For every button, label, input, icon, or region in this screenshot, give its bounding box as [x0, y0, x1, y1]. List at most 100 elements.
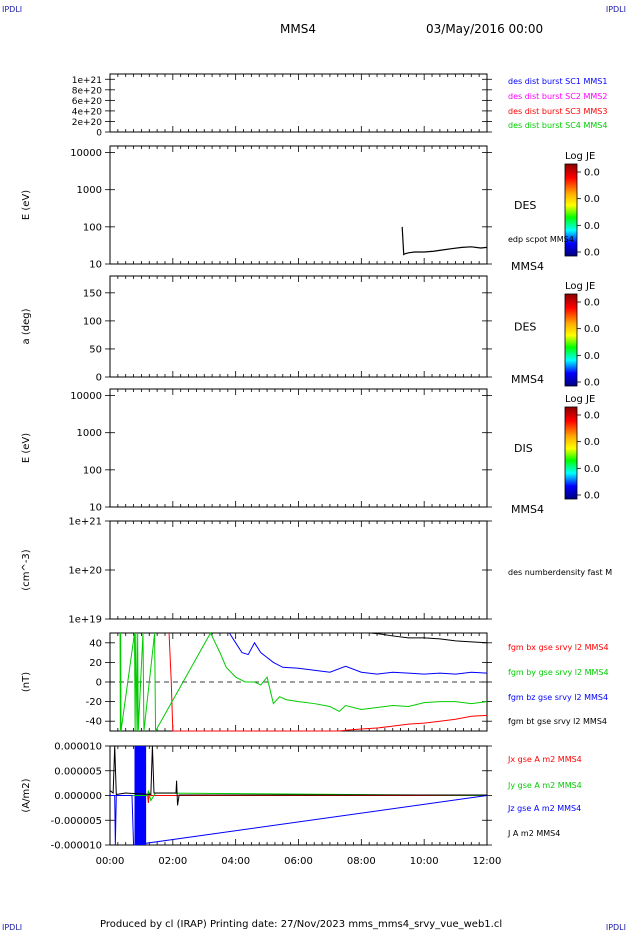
- p6-series-line: [370, 632, 488, 644]
- p3-colorbar-tick-label: 0.0: [584, 351, 600, 362]
- p2-spacecraft-label: MMS4: [511, 260, 544, 273]
- p1-legend-entry: des dist burst SC3 MMS3: [508, 107, 607, 116]
- p5-frame: [109, 520, 488, 620]
- p2-colorbar-title: Log JE: [565, 151, 595, 162]
- p3-ylabel: a (deg): [21, 308, 32, 344]
- p6-legend-entry: fgm by gse srvy l2 MMS4: [508, 668, 609, 677]
- p2-overlay-line: [401, 226, 488, 256]
- p6-legend-entry: fgm bt gse srvy l2 MMS4: [508, 717, 607, 726]
- p6-ylabel: (nT): [21, 672, 32, 692]
- p2-overlay-label: edp scpot MMS4: [508, 235, 574, 244]
- p4-colorbar-tick-label: 0.0: [584, 491, 600, 502]
- p4-colorbar: [564, 406, 578, 500]
- p3-colorbar-tick-label: 0.0: [584, 378, 600, 389]
- p7-ytick-label: -0.000005: [51, 816, 102, 827]
- p4-frame: [109, 388, 488, 508]
- p2-instrument-label: DES: [514, 199, 536, 212]
- p7-ytick-label: -0.000010: [51, 841, 102, 852]
- p4-colorbar-tick-label: 0.0: [584, 411, 600, 422]
- p2-colorbar-tick-label: 0.0: [584, 248, 600, 259]
- p7-legend-entry: J A m2 MMS4: [507, 829, 560, 838]
- p1-frame: [109, 73, 488, 133]
- p2-colorbar-tick-label: 0.0: [584, 221, 600, 232]
- p7-legend-entry: Jx gse A m2 MMS4: [507, 755, 582, 764]
- p7-ylabel: (A/m2): [21, 778, 32, 812]
- p6-ytick-label: 40: [89, 638, 102, 649]
- p3-colorbar-tick-label: 0.0: [584, 298, 600, 309]
- corner-label-bottom-right: IPDLI: [605, 923, 626, 932]
- corner-label-bottom-left: IPDLI: [2, 923, 23, 932]
- corner-label-top-right: IPDLI: [605, 5, 626, 14]
- p2-ytick-label: 10000: [70, 148, 102, 159]
- p6-ytick-label: 0: [96, 678, 102, 689]
- p1-ytick-label: 8e+20: [72, 86, 103, 96]
- p1-ytick-label: 6e+20: [72, 97, 103, 107]
- p3-colorbar-title: Log JE: [565, 281, 595, 292]
- p3-ytick-label: 0: [96, 373, 102, 384]
- datetime-title: 03/May/2016 00:00: [426, 22, 544, 36]
- p5-legend-entry: des numberdensity fast M: [508, 568, 612, 577]
- p3-instrument-label: DES: [514, 321, 536, 334]
- p6-ytick-label: 20: [89, 658, 102, 669]
- xaxis-tick-label: 12:00: [473, 856, 502, 867]
- p3-frame: [109, 275, 488, 378]
- xaxis-tick-label: 08:00: [347, 856, 376, 867]
- p3-ytick-label: 100: [83, 316, 102, 327]
- p4-spacecraft-label: MMS4: [511, 503, 544, 516]
- xaxis-tick-label: 00:00: [96, 856, 125, 867]
- p7-legend-entry: Jz gse A m2 MMS4: [507, 804, 581, 813]
- p5-ytick-label: 1e+21: [68, 517, 102, 528]
- p1-ytick-label: 2e+20: [72, 118, 103, 128]
- p2-frame: [109, 145, 488, 265]
- p4-ytick-label: 1000: [77, 428, 102, 439]
- p6-series-line: [228, 632, 488, 675]
- p3-ytick-label: 150: [83, 288, 102, 299]
- xaxis-tick-label: 02:00: [158, 856, 187, 867]
- p1-legend-entry: des dist burst SC1 MMS1: [508, 77, 607, 86]
- p7-legend-entry: Jy gse A m2 MMS4: [507, 781, 582, 790]
- p7-ytick-label: 0.000000: [54, 791, 102, 802]
- p2-ytick-label: 10: [89, 260, 102, 271]
- p6-series-line: [168, 632, 488, 732]
- p7-ytick-label: 0.000005: [54, 766, 102, 777]
- p5-ytick-label: 1e+20: [68, 566, 102, 577]
- p1-ytick-label: 1e+21: [72, 76, 102, 86]
- p4-colorbar-tick-label: 0.0: [584, 464, 600, 475]
- p2-ytick-label: 100: [83, 222, 102, 233]
- p1-ytick-label: 4e+20: [72, 107, 103, 117]
- p2-colorbar: [564, 163, 578, 257]
- p7-series-line: [110, 795, 488, 846]
- p2-colorbar-tick-label: 0.0: [584, 168, 600, 179]
- p4-colorbar-tick-label: 0.0: [584, 437, 600, 448]
- p1-legend-entry: des dist burst SC2 MMS2: [508, 92, 607, 101]
- p6-series-line: [119, 631, 488, 733]
- p2-ylabel: E (eV): [21, 190, 32, 220]
- p3-colorbar: [564, 293, 578, 387]
- p2-ytick-label: 1000: [77, 185, 102, 196]
- p3-spacecraft-label: MMS4: [511, 373, 544, 386]
- p4-ytick-label: 100: [83, 465, 102, 476]
- p6-legend-entry: fgm bz gse srvy l2 MMS4: [508, 693, 608, 702]
- p4-instrument-label: DIS: [514, 442, 533, 455]
- xaxis-tick-label: 04:00: [221, 856, 250, 867]
- p6-ytick-label: -20: [86, 697, 102, 708]
- xaxis-tick-label: 06:00: [284, 856, 313, 867]
- p5-ylabel: (cm^-3): [21, 549, 32, 590]
- p1-legend-entry: des dist burst SC4 MMS4: [508, 121, 607, 130]
- p3-colorbar-tick-label: 0.0: [584, 324, 600, 335]
- xaxis-tick-label: 10:00: [410, 856, 439, 867]
- p7-series-line: [109, 745, 487, 806]
- spacecraft-title: MMS4: [280, 22, 316, 36]
- p4-colorbar-title: Log JE: [565, 394, 595, 405]
- p3-ytick-label: 50: [89, 344, 102, 355]
- p6-ytick-label: -40: [86, 717, 102, 728]
- p4-ylabel: E (eV): [21, 433, 32, 463]
- p6-legend-entry: fgm bx gse srvy l2 MMS4: [508, 643, 609, 652]
- p2-colorbar-tick-label: 0.0: [584, 194, 600, 205]
- p7-ytick-label: 0.000010: [54, 742, 102, 753]
- p5-ytick-label: 1e+19: [68, 615, 102, 626]
- p4-ytick-label: 10: [89, 503, 102, 514]
- p4-ytick-label: 10000: [70, 391, 102, 402]
- footer-credit: Produced by cl (IRAP) Printing date: 27/…: [100, 919, 503, 930]
